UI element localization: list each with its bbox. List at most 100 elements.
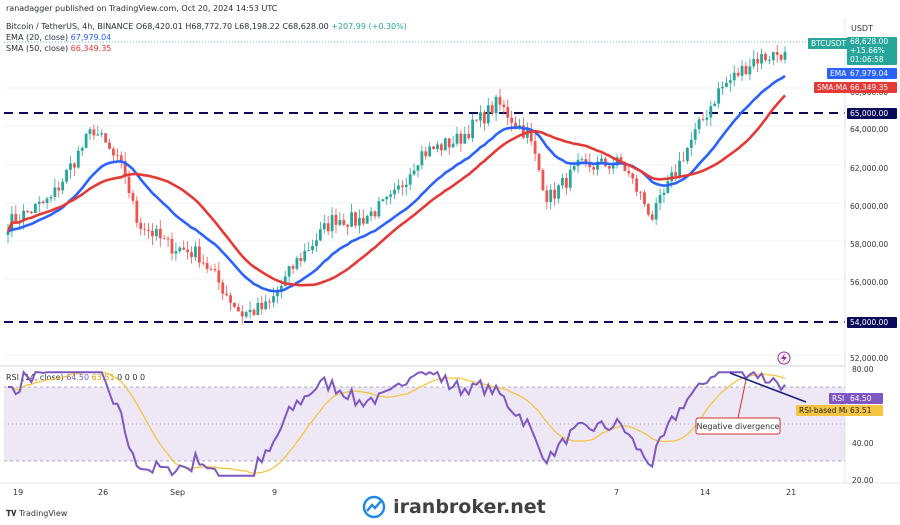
candle-body [713,103,717,107]
candle-body [26,210,29,212]
candle-body [752,58,756,67]
candle-body [53,187,57,197]
candle-body [72,163,76,168]
candle-body [584,159,588,162]
candle-body [685,147,689,162]
candle-body [381,199,385,202]
candle-body [744,65,748,75]
candle-body [447,138,451,148]
tv-logo-icon: 𝐓𝐕 [6,509,17,518]
sma-tag-value: 66,349.35 [847,82,897,93]
candle-body [623,162,627,171]
divergence-label: Negative divergence [697,422,780,431]
candle-body [76,150,80,168]
candle-body [393,189,396,195]
low-label: L [234,22,240,31]
candle-body [354,212,357,226]
candle-body [22,210,26,222]
candle-body [127,176,131,194]
candle-body [650,214,654,220]
publish-info: ranadagger published on TradingView.com,… [6,4,278,13]
rsi-ma-line [8,371,786,475]
candle-body [693,129,697,140]
candle-body [467,133,471,139]
candle-body [338,220,342,225]
candle-body [615,157,619,166]
candle-body [365,216,369,224]
candle-body [135,200,139,223]
ema-tag-label: EMA [827,68,850,79]
candle-body [748,66,752,75]
candle-body [295,258,299,269]
candle-body [209,268,213,270]
candle-body [459,133,463,144]
candle-body [279,285,283,292]
sma-legend-value: 66,349.35 [70,44,112,53]
sma-legend[interactable]: SMA (50, close) 66,349.35 [6,44,111,53]
candle-body [463,133,467,144]
x-tick: 9 [272,488,278,497]
x-tick: Sep [170,488,186,497]
candle-body [143,228,147,230]
candle-body [607,166,611,169]
ema-legend[interactable]: EMA (20, close) 67,979.04 [6,33,111,42]
rsi-tag-label: RSI [829,393,848,404]
candle-body [84,133,88,148]
candle-body [682,160,685,162]
candle-body [412,170,416,175]
candle-body [334,215,338,225]
candle-body [162,238,166,240]
candle-body [252,309,256,315]
candle-body [108,142,111,149]
candle-body [666,180,670,193]
candle-body [705,117,709,120]
candle-body [346,224,350,227]
candle-body [307,250,311,251]
candle-body [115,155,119,157]
candle-body [728,80,732,83]
candle-body [767,59,771,61]
currency-label: USDT [851,24,873,33]
rsi-legend-zeros: 0 0 0 0 [117,373,146,382]
candle-body [33,203,37,213]
candle-body [502,104,506,107]
candle-body [736,72,740,76]
candle-body [166,238,170,240]
candle-body [69,163,72,170]
candle-body [740,65,744,76]
tradingview-logo[interactable]: 𝐓𝐕 TradingView [6,509,67,519]
rsi-tag-value: 64.50 [847,393,883,404]
candle-body [662,192,666,195]
candle-body [580,159,584,160]
candle-body [443,138,447,151]
candle-body [475,119,478,121]
candle-body [217,270,221,283]
rsi-ma-tag-label: RSI-based MA [796,405,854,416]
candle-body [471,119,475,139]
candle-body [104,133,108,143]
candle-body [276,291,279,297]
candle-body [783,51,787,60]
candle-body [732,72,736,81]
high-label: H [185,22,192,31]
candle-body [646,204,650,215]
rsi-tick: 20.00 [852,476,874,485]
candle-body [197,246,201,263]
candle-body [779,54,783,60]
candle-body [151,230,154,237]
candle-body [213,269,217,271]
candle-body [424,151,428,157]
candle-body [100,133,104,135]
x-tick: 26 [98,488,109,497]
price-tick: 62,000.00 [850,164,889,173]
candle-body [299,258,303,261]
candle-body [494,96,498,114]
candle-body [318,229,322,241]
candle-body [342,220,346,225]
candle-body [283,276,287,286]
candle-body [486,105,490,124]
candle-body [775,52,779,55]
candle-body [221,282,225,294]
candle-body [330,215,334,232]
